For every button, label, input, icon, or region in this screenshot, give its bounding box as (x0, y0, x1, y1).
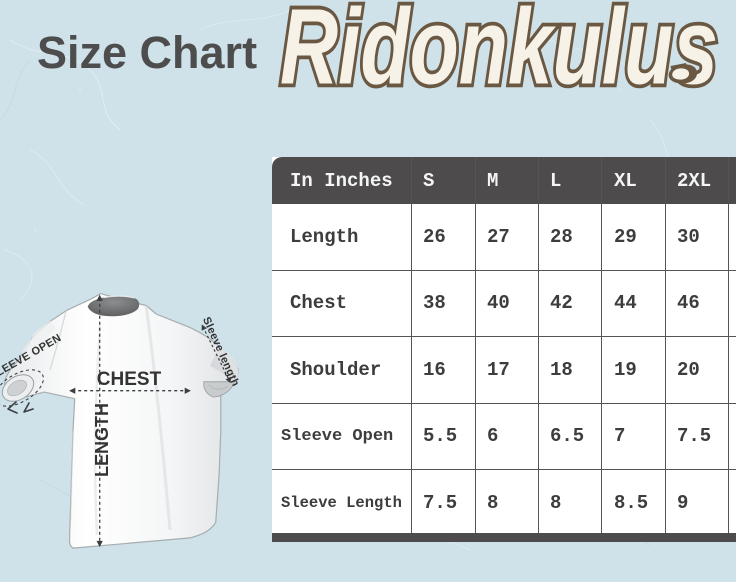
svg-text:Ridonkulus: Ridonkulus (280, 0, 718, 94)
